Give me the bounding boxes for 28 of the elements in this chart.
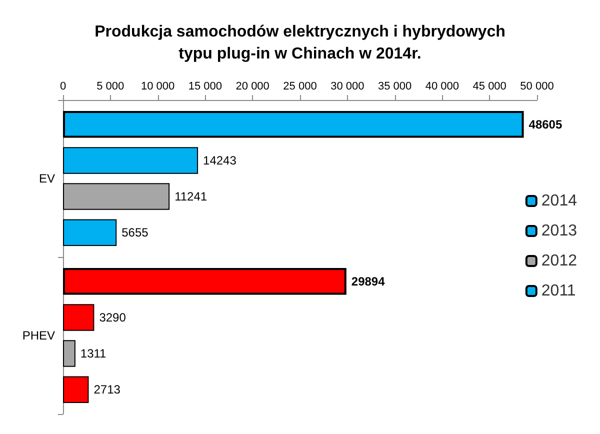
legend-label: 2014 (541, 192, 578, 210)
y-tick-label: PHEV (22, 328, 55, 342)
data-label: 48605 (528, 117, 562, 132)
data-label: 11241 (174, 190, 208, 204)
x-tick-label: 40 000 (425, 80, 460, 92)
data-label: 14243 (203, 153, 237, 168)
x-tick-label: 15 000 (188, 80, 222, 92)
x-tick-label: 0 (60, 80, 66, 92)
y-tick-label: EV (38, 172, 55, 186)
x-tick-label: 50 000 (520, 80, 554, 92)
data-label: 1311 (80, 346, 107, 361)
legend-label: 2013 (541, 222, 578, 240)
x-tick-label: 10 000 (140, 80, 175, 92)
data-label: 29894 (351, 274, 386, 288)
x-tick-label: 20 000 (236, 80, 270, 92)
legend-label: 2011 (541, 282, 576, 300)
x-tick-label: 45 000 (472, 80, 506, 92)
bar (63, 340, 76, 367)
bar (63, 183, 170, 210)
data-label: 3290 (99, 310, 126, 324)
data-label: 5655 (122, 226, 149, 240)
chart-title: Produkcja samochodów elektrycznych i hybrydowych typu plug-in w Chinach w 2014r. (94, 24, 506, 62)
x-tick-label: 30 000 (330, 80, 364, 92)
x-tick-label: 25 000 (283, 80, 317, 92)
x-tick-label: 35 000 (378, 80, 412, 92)
legend-label: 2012 (541, 252, 578, 270)
x-tick-label: 5 000 (96, 80, 124, 92)
data-label: 2713 (94, 382, 121, 397)
